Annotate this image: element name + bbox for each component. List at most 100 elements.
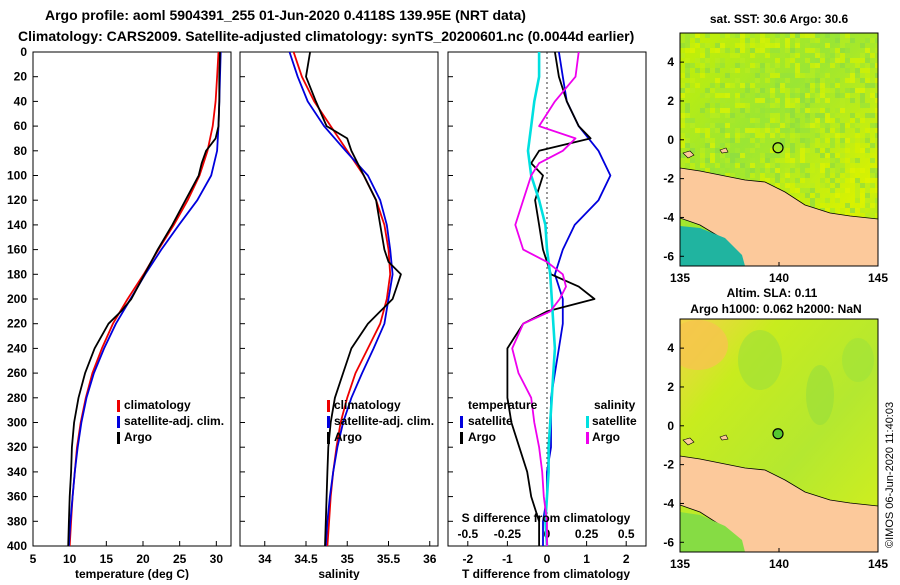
sst-pixel — [765, 63, 770, 68]
sst-pixel — [815, 93, 820, 98]
sst-pixel — [705, 133, 710, 138]
sst-pixel — [770, 133, 775, 138]
sst-pixel — [685, 158, 690, 163]
sst-pixel — [865, 153, 870, 158]
sst-pixel — [860, 68, 865, 73]
sst-pixel — [845, 173, 850, 178]
sst-pixel — [790, 48, 795, 53]
depth-tick-label: 120 — [7, 193, 27, 207]
sst-pixel — [790, 113, 795, 118]
x-tick-label: 10 — [63, 552, 77, 566]
sst-pixel — [870, 83, 875, 88]
sst-pixel — [820, 123, 825, 128]
sst-pixel — [835, 153, 840, 158]
depth-tick-label: 180 — [7, 267, 27, 281]
sst-pixel — [875, 108, 878, 113]
sst-pixel — [735, 103, 740, 108]
sst-pixel — [840, 143, 845, 148]
sst-pixel — [875, 128, 878, 133]
s-tick-label: 0.25 — [575, 527, 599, 541]
sst-pixel — [860, 213, 865, 218]
sla-patch — [806, 365, 834, 425]
sst-pixel — [720, 58, 725, 63]
sst-pixel — [705, 128, 710, 133]
sst-pixel — [820, 198, 825, 203]
sst-pixel — [710, 168, 715, 173]
sst-pixel — [865, 33, 870, 38]
sst-pixel — [830, 88, 835, 93]
sst-pixel — [850, 78, 855, 83]
sst-pixel — [865, 68, 870, 73]
sst-pixel — [725, 88, 730, 93]
sst-pixel — [795, 53, 800, 58]
sst-pixel — [775, 58, 780, 63]
sst-pixel — [745, 108, 750, 113]
sst-pixel — [760, 128, 765, 133]
s-tick-label: -0.5 — [457, 527, 478, 541]
sst-pixel — [830, 188, 835, 193]
t-diff-xlabel: T difference from climatology — [462, 567, 630, 580]
sst-pixel — [825, 113, 830, 118]
sst-pixel — [870, 63, 875, 68]
sst-pixel — [750, 68, 755, 73]
sst-pixel — [760, 88, 765, 93]
sst-pixel — [845, 163, 850, 168]
sst-pixel — [690, 163, 695, 168]
x-tick-label: 36 — [423, 552, 437, 566]
sst-pixel — [755, 143, 760, 148]
depth-tick-label: 100 — [7, 169, 27, 183]
legend-argo: Argo — [124, 430, 152, 444]
sst-pixel — [830, 113, 835, 118]
sst-pixel — [845, 158, 850, 163]
sst-pixel — [760, 108, 765, 113]
sst-pixel — [820, 153, 825, 158]
sst-pixel — [815, 68, 820, 73]
sst-pixel — [840, 103, 845, 108]
map-y-tick-label: 4 — [667, 341, 674, 355]
sst-pixel — [840, 153, 845, 158]
depth-tick-label: 380 — [7, 514, 27, 528]
sst-pixel — [810, 183, 815, 188]
depth-tick-label: 260 — [7, 366, 27, 380]
sst-pixel — [840, 188, 845, 193]
sst-pixel — [745, 103, 750, 108]
sst-map-image — [680, 33, 878, 266]
series-satellite-adj-clim- — [288, 52, 394, 546]
sst-pixel — [860, 148, 865, 153]
sst-pixel — [710, 113, 715, 118]
sst-pixel — [795, 38, 800, 43]
sst-pixel — [830, 48, 835, 53]
s-tick-label: 0.5 — [618, 527, 635, 541]
sst-pixel — [705, 63, 710, 68]
series-argo — [305, 52, 402, 546]
sst-pixel — [825, 163, 830, 168]
sst-pixel — [875, 188, 878, 193]
sst-pixel — [795, 163, 800, 168]
sst-pixel — [785, 138, 790, 143]
sst-pixel — [810, 188, 815, 193]
depth-tick-label: 320 — [7, 440, 27, 454]
sst-pixel — [685, 113, 690, 118]
sst-pixel — [750, 83, 755, 88]
sst-pixel — [735, 98, 740, 103]
sst-pixel — [735, 33, 740, 38]
sst-pixel — [870, 128, 875, 133]
sst-pixel — [800, 178, 805, 183]
sst-pixel — [740, 133, 745, 138]
sst-pixel — [815, 63, 820, 68]
sst-pixel — [795, 43, 800, 48]
sst-pixel — [820, 53, 825, 58]
sst-pixel — [810, 63, 815, 68]
sst-pixel — [725, 123, 730, 128]
sst-pixel — [875, 63, 878, 68]
sst-pixel — [855, 193, 860, 198]
sst-pixel — [860, 203, 865, 208]
sst-pixel — [685, 63, 690, 68]
difference-curves — [506, 52, 612, 546]
sst-pixel — [685, 88, 690, 93]
sst-pixel — [835, 88, 840, 93]
sst-pixel — [830, 53, 835, 58]
sst-pixel — [760, 38, 765, 43]
sst-pixel — [695, 38, 700, 43]
sst-pixel — [815, 143, 820, 148]
